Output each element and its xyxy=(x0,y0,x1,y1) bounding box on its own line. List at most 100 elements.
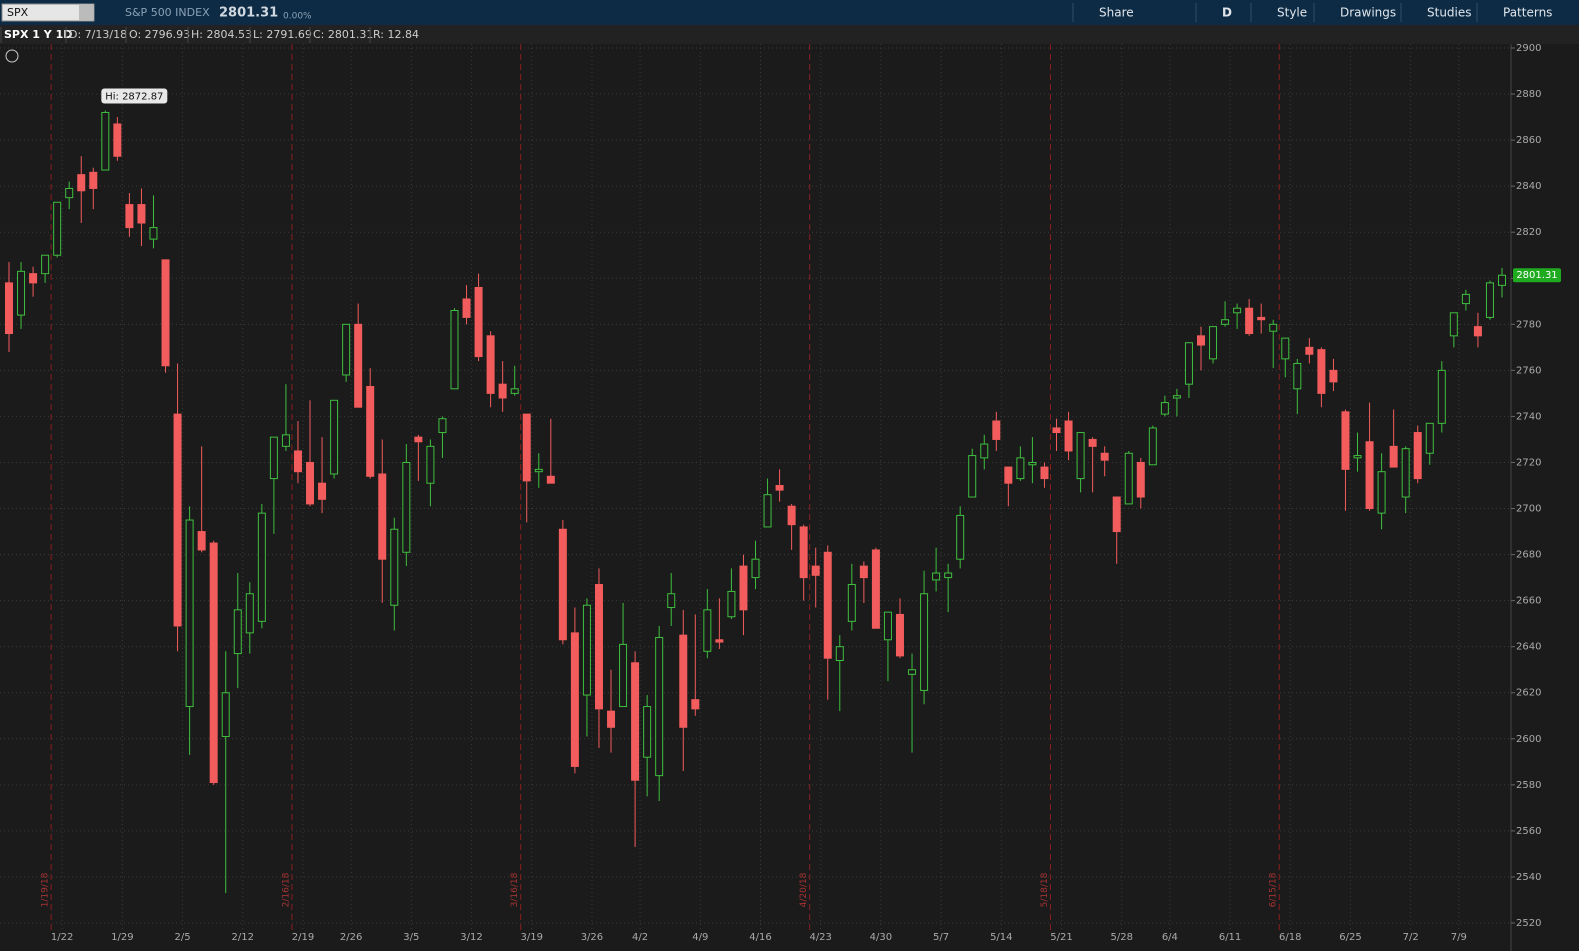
candle-body xyxy=(185,519,194,708)
candle-body xyxy=(209,542,218,784)
candle-body xyxy=(1401,448,1410,498)
candle-body xyxy=(17,270,26,316)
x-tick-label: 4/30 xyxy=(870,932,892,943)
annotation-box xyxy=(101,88,168,104)
candle-body xyxy=(607,710,616,728)
info-field: O: 2796.93 xyxy=(129,28,190,41)
candle-body xyxy=(920,593,929,691)
x-tick-label: 5/14 xyxy=(990,932,1012,943)
candle-body xyxy=(643,706,652,758)
y-tick-label: 2900 xyxy=(1516,43,1541,54)
expiration-label: 3/16/18 xyxy=(510,872,520,907)
candle-body xyxy=(727,590,736,618)
candle-body xyxy=(787,505,796,526)
candle-body xyxy=(1245,307,1254,335)
candle-body xyxy=(161,259,170,367)
description: S&P 500 INDEX xyxy=(125,6,210,19)
y-tick-label: 2580 xyxy=(1516,780,1541,791)
candle-body xyxy=(1281,337,1290,360)
candle-body xyxy=(269,436,278,480)
candle-body xyxy=(619,643,628,708)
candle-body xyxy=(1028,461,1037,466)
symbol: SPX xyxy=(7,6,29,19)
x-tick-label: 2/12 xyxy=(232,932,254,943)
candle-body xyxy=(558,528,567,641)
candle-body xyxy=(883,611,892,641)
candle-body xyxy=(1461,293,1470,305)
candle-body xyxy=(1341,411,1350,470)
toolbar-button[interactable]: Patterns xyxy=(1503,6,1552,20)
candle-body xyxy=(1064,420,1073,452)
toolbar-button[interactable]: D xyxy=(1222,6,1232,20)
candle-body xyxy=(799,526,808,579)
toolbar-button[interactable]: Style xyxy=(1277,6,1307,20)
symbol-box[interactable] xyxy=(1,3,95,22)
toolbar-button[interactable]: Drawings xyxy=(1340,6,1396,20)
expiration-label: 6/15/18 xyxy=(1269,872,1279,907)
x-tick-label: 4/23 xyxy=(809,932,831,943)
info-bar xyxy=(0,25,1579,44)
candle-body xyxy=(510,388,519,394)
candle-body xyxy=(438,418,447,434)
candle-body xyxy=(1473,326,1482,337)
candle-body xyxy=(426,445,435,484)
symbol-dropdown[interactable] xyxy=(79,5,93,20)
info-field: D: 7/13/18 xyxy=(69,28,127,41)
candle-body xyxy=(1449,312,1458,337)
x-tick-label: 5/28 xyxy=(1110,932,1132,943)
candle-body xyxy=(1100,452,1109,461)
candle-body xyxy=(306,461,315,505)
info-field: C: 2801.31 xyxy=(313,28,373,41)
x-tick-label: 1/22 xyxy=(51,932,73,943)
candle-body xyxy=(197,531,206,551)
candle-body xyxy=(1329,369,1338,383)
candle-body xyxy=(570,632,579,767)
toolbar-button[interactable]: Share xyxy=(1099,6,1134,20)
candle-body xyxy=(1052,427,1061,434)
candle-body xyxy=(402,461,411,553)
candle-body xyxy=(968,455,977,498)
x-tick-label: 7/9 xyxy=(1451,932,1467,943)
y-tick-label: 2760 xyxy=(1516,365,1541,376)
y-tick-label: 2880 xyxy=(1516,89,1541,100)
y-tick-label: 2780 xyxy=(1516,319,1541,330)
candle-body xyxy=(739,565,748,611)
change: 0.00% xyxy=(283,12,312,22)
alert-icon[interactable] xyxy=(5,49,19,63)
expiration-label: 5/18/18 xyxy=(1040,872,1050,907)
toolbar-button[interactable]: Studies xyxy=(1427,6,1472,20)
info-field: SPX 1 Y 1D xyxy=(4,28,72,41)
candle-body xyxy=(908,669,917,675)
candle-body xyxy=(1389,445,1398,468)
candle-body xyxy=(1317,349,1326,394)
candle-body xyxy=(1196,335,1205,346)
info-field: L: 2791.69 xyxy=(253,28,312,41)
candle-body xyxy=(1498,274,1506,286)
candle-body xyxy=(1112,496,1121,533)
x-tick-label: 6/11 xyxy=(1219,932,1241,943)
candle-body xyxy=(1088,438,1097,447)
candle-body xyxy=(1269,323,1278,332)
last-price-label: 2801.31 xyxy=(1516,270,1557,281)
candle-body xyxy=(1353,455,1362,459)
y-tick-label: 2540 xyxy=(1516,872,1541,883)
candle-body xyxy=(679,634,688,728)
candle-body xyxy=(1257,316,1266,321)
info-field: R: 12.84 xyxy=(373,28,419,41)
toolbar xyxy=(0,0,1579,25)
expiration-label: 1/19/18 xyxy=(41,872,51,907)
candle-body xyxy=(1305,346,1314,355)
candle-body xyxy=(763,494,772,528)
candle-body xyxy=(859,565,868,579)
candle-body xyxy=(137,204,146,224)
candle-body xyxy=(41,254,50,275)
y-tick-label: 2860 xyxy=(1516,135,1541,146)
y-tick-label: 2640 xyxy=(1516,642,1541,653)
candle-body xyxy=(318,482,327,500)
y-tick-label: 2660 xyxy=(1516,596,1541,607)
x-tick-label: 3/26 xyxy=(581,932,603,943)
candle-body xyxy=(498,383,507,399)
x-tick-label: 4/16 xyxy=(749,932,771,943)
